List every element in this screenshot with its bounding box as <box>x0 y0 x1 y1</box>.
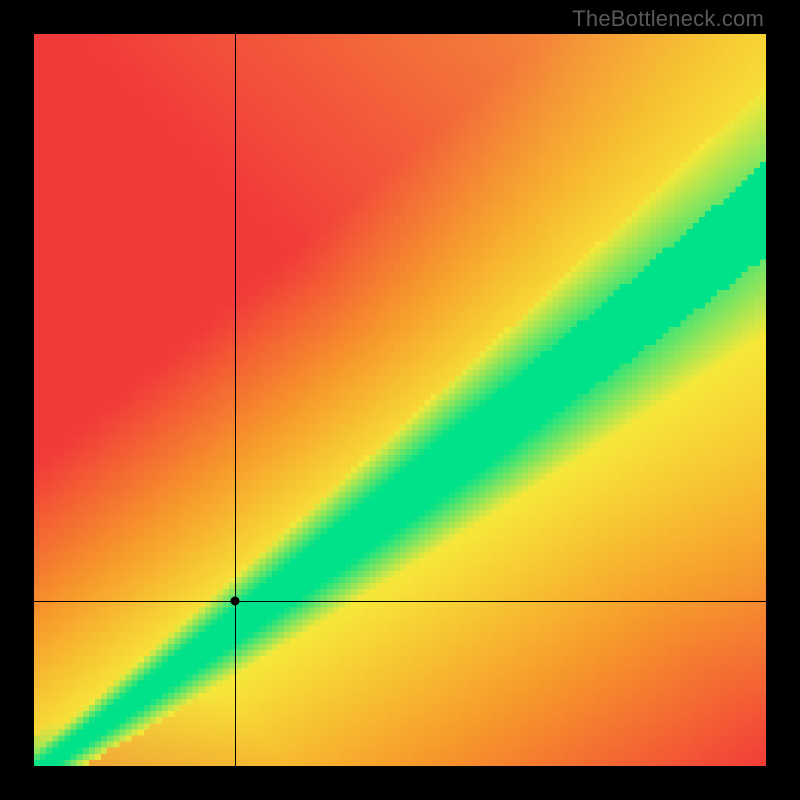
crosshair-vertical <box>235 34 236 766</box>
heatmap-area <box>34 34 766 766</box>
crosshair-horizontal <box>34 601 766 602</box>
watermark-text: TheBottleneck.com <box>572 6 764 32</box>
heatmap-canvas <box>34 34 766 766</box>
crosshair-marker <box>231 597 240 606</box>
plot-frame <box>34 34 766 766</box>
